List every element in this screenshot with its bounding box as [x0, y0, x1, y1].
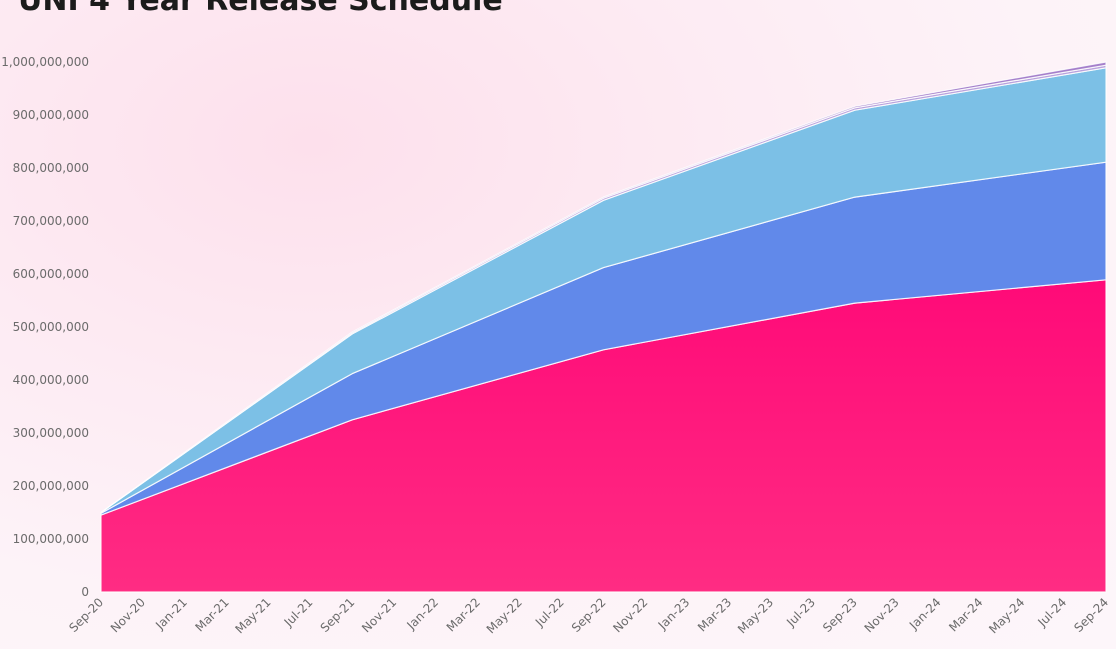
x-tick-label: Mar-24 — [946, 595, 985, 634]
x-tick-label: Jan-21 — [152, 595, 190, 633]
area-series-group — [100, 61, 1107, 593]
x-tick-label: May-23 — [735, 595, 776, 636]
x-tick-label: Jul-22 — [532, 595, 567, 630]
x-tick-label: Nov-23 — [862, 595, 902, 635]
x-tick-label: Nov-21 — [359, 595, 399, 635]
x-tick-label: Jul-23 — [783, 595, 818, 630]
x-tick-label: Jan-23 — [655, 595, 693, 633]
y-tick-label: 200,000,000 — [13, 479, 89, 493]
x-tick-label: Mar-23 — [695, 595, 734, 634]
x-tick-label: Jan-24 — [906, 595, 944, 633]
y-tick-label: 0 — [81, 585, 89, 599]
x-tick-label: May-21 — [232, 595, 273, 636]
x-tick-label: Nov-22 — [610, 595, 650, 635]
x-tick-label: Jul-21 — [281, 595, 316, 630]
x-tick-label: Sep-23 — [820, 595, 860, 635]
x-tick-label: May-22 — [484, 595, 525, 636]
y-tick-label: 300,000,000 — [13, 426, 89, 440]
x-tick-label: Jul-24 — [1035, 595, 1070, 630]
x-tick-label: Sep-22 — [569, 595, 609, 635]
x-tick-label: Sep-21 — [318, 595, 358, 635]
x-tick-label: May-24 — [986, 595, 1027, 636]
x-tick-label: Mar-22 — [444, 595, 483, 634]
x-tick-label: Sep-24 — [1071, 595, 1111, 635]
y-axis: 0 100,000,000 200,000,000 300,000,000 400,00… — [1, 55, 89, 599]
y-tick-label: 800,000,000 — [13, 161, 89, 175]
y-tick-label: 900,000,000 — [13, 108, 89, 122]
y-tick-label: 1,000,000,000 — [1, 55, 89, 69]
x-tick-label: Mar-21 — [193, 595, 232, 634]
x-axis: Sep-20 Nov-20 Jan-21 Mar-21 May-21 Jul-21 Sep-… — [66, 595, 1111, 636]
y-tick-label: 600,000,000 — [13, 267, 89, 281]
y-tick-label: 100,000,000 — [13, 532, 89, 546]
y-tick-label: 400,000,000 — [13, 373, 89, 387]
area-series-5 — [100, 61, 1107, 514]
x-tick-label: Sep-20 — [66, 595, 106, 635]
y-tick-label: 500,000,000 — [13, 320, 89, 334]
y-tick-label: 700,000,000 — [13, 214, 89, 228]
chart-title: UNI 4 Year Release Schedule — [18, 0, 503, 18]
x-tick-label: Nov-20 — [108, 595, 148, 635]
x-tick-label: Jan-22 — [404, 595, 442, 633]
